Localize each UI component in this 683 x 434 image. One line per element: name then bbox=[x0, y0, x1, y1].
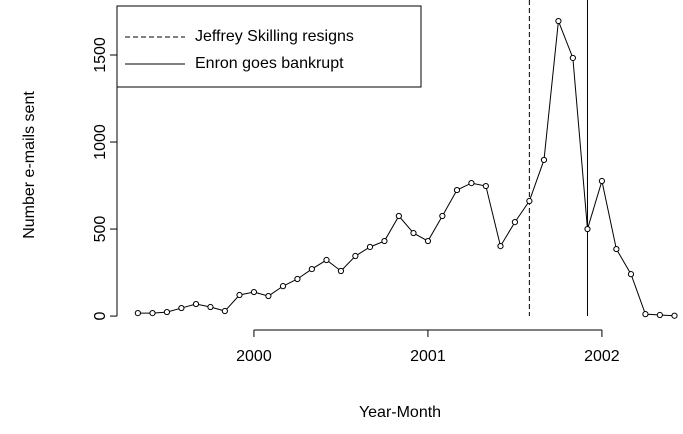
point bbox=[149, 310, 156, 317]
point bbox=[192, 300, 200, 308]
point bbox=[134, 310, 141, 317]
x-tick-label: 2001 bbox=[410, 348, 446, 365]
series-line bbox=[137, 20, 675, 317]
point bbox=[584, 225, 591, 233]
point bbox=[482, 182, 489, 190]
point bbox=[207, 303, 214, 311]
point bbox=[236, 291, 243, 299]
point bbox=[540, 156, 548, 164]
legend-label: Jeffrey Skilling resigns bbox=[195, 28, 354, 45]
point bbox=[424, 237, 432, 245]
point bbox=[598, 177, 606, 185]
point bbox=[221, 307, 228, 315]
point bbox=[294, 275, 301, 283]
point bbox=[569, 54, 576, 62]
legend-box bbox=[116, 5, 422, 88]
legend-label: Enron goes bankrupt bbox=[195, 55, 344, 72]
point bbox=[511, 218, 519, 226]
point bbox=[337, 267, 345, 275]
point bbox=[265, 292, 272, 300]
point bbox=[395, 212, 402, 220]
point bbox=[163, 308, 171, 316]
point bbox=[323, 256, 330, 264]
y-tick-label: 0 bbox=[92, 312, 109, 321]
x-axis-label: Year-Month bbox=[359, 404, 441, 421]
point bbox=[671, 312, 678, 319]
point bbox=[279, 283, 287, 290]
x-tick-label: 2000 bbox=[236, 348, 272, 365]
point bbox=[250, 288, 258, 296]
point bbox=[468, 180, 475, 187]
point bbox=[526, 197, 533, 205]
y-axis-label: Number e-mails sent bbox=[21, 91, 38, 239]
point bbox=[308, 265, 315, 273]
point bbox=[555, 17, 562, 25]
point bbox=[366, 243, 374, 251]
y-tick-label: 1500 bbox=[92, 37, 109, 73]
point bbox=[439, 212, 446, 220]
point bbox=[613, 245, 620, 253]
point bbox=[352, 252, 359, 260]
point bbox=[642, 311, 649, 318]
point bbox=[627, 271, 635, 278]
point bbox=[381, 237, 388, 245]
y-tick-label: 1000 bbox=[92, 124, 109, 160]
point bbox=[656, 311, 663, 319]
point bbox=[178, 304, 185, 312]
point bbox=[497, 243, 504, 250]
point bbox=[410, 229, 417, 237]
x-tick-label: 2002 bbox=[584, 348, 620, 365]
y-tick-label: 500 bbox=[92, 216, 109, 243]
point bbox=[453, 186, 461, 194]
